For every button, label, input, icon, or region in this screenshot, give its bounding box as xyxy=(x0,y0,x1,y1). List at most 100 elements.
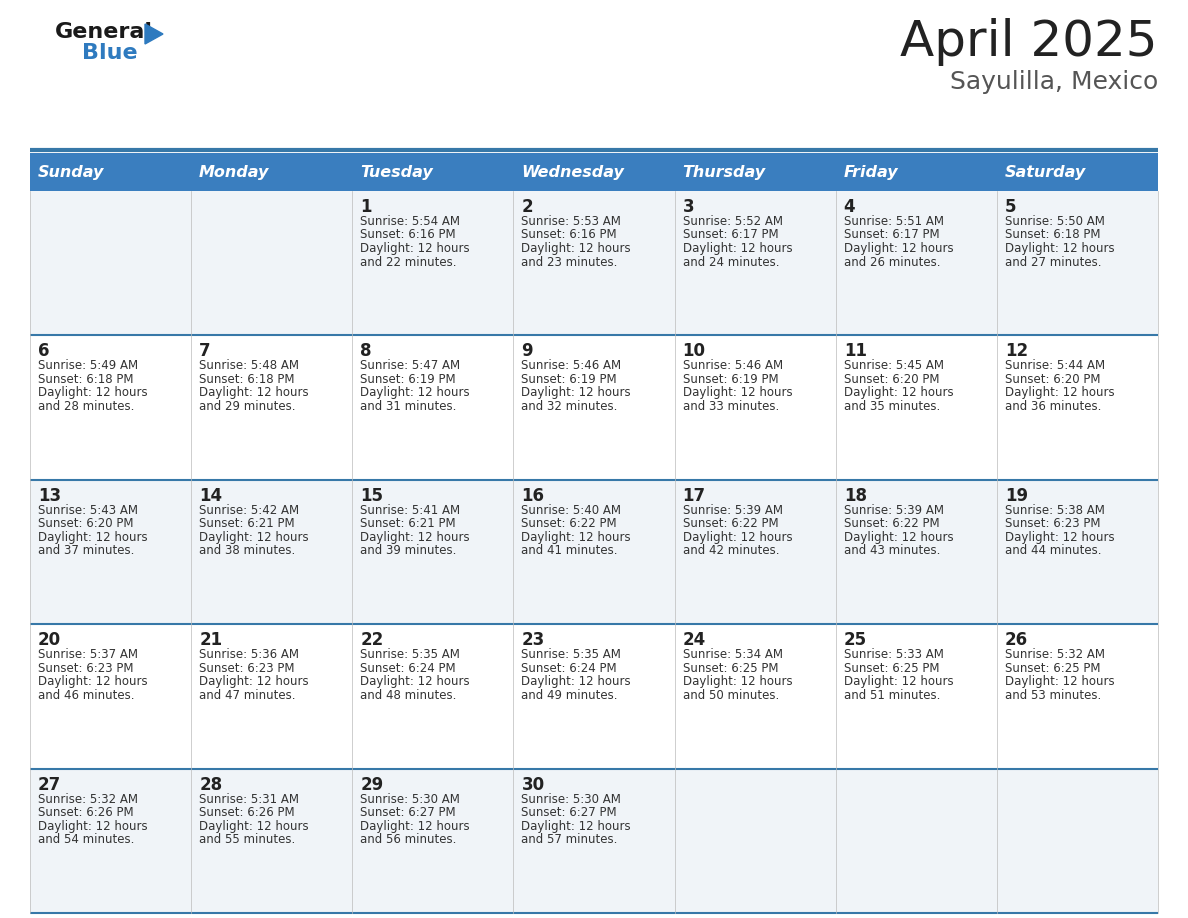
Text: Sunset: 6:18 PM: Sunset: 6:18 PM xyxy=(38,373,133,386)
Text: Sunrise: 5:32 AM: Sunrise: 5:32 AM xyxy=(38,792,138,806)
Text: 27: 27 xyxy=(38,776,62,793)
Text: 25: 25 xyxy=(843,632,867,649)
Bar xyxy=(353,335,513,480)
Text: Daylight: 12 hours: Daylight: 12 hours xyxy=(360,242,470,255)
Bar xyxy=(30,335,191,480)
Text: Sunset: 6:20 PM: Sunset: 6:20 PM xyxy=(1005,373,1100,386)
Bar xyxy=(353,191,513,335)
Bar xyxy=(513,153,675,191)
Bar xyxy=(191,768,353,913)
Bar xyxy=(513,335,675,480)
Text: Daylight: 12 hours: Daylight: 12 hours xyxy=(200,820,309,833)
Text: Daylight: 12 hours: Daylight: 12 hours xyxy=(522,820,631,833)
Text: and 35 minutes.: and 35 minutes. xyxy=(843,400,940,413)
Bar xyxy=(513,624,675,768)
Text: Blue: Blue xyxy=(82,43,138,63)
Text: 2: 2 xyxy=(522,198,533,216)
Text: Sunrise: 5:50 AM: Sunrise: 5:50 AM xyxy=(1005,215,1105,228)
Text: Friday: Friday xyxy=(843,164,898,180)
Bar xyxy=(997,768,1158,913)
Text: 9: 9 xyxy=(522,342,533,361)
Text: 16: 16 xyxy=(522,487,544,505)
Text: Sunrise: 5:43 AM: Sunrise: 5:43 AM xyxy=(38,504,138,517)
Text: Sunrise: 5:38 AM: Sunrise: 5:38 AM xyxy=(1005,504,1105,517)
Bar xyxy=(835,153,997,191)
Text: and 47 minutes.: and 47 minutes. xyxy=(200,688,296,701)
Text: Sunrise: 5:35 AM: Sunrise: 5:35 AM xyxy=(522,648,621,661)
Text: Sunset: 6:22 PM: Sunset: 6:22 PM xyxy=(843,518,940,531)
Text: Sunset: 6:24 PM: Sunset: 6:24 PM xyxy=(360,662,456,675)
Bar xyxy=(191,480,353,624)
Text: Sunrise: 5:42 AM: Sunrise: 5:42 AM xyxy=(200,504,299,517)
Text: Sunset: 6:26 PM: Sunset: 6:26 PM xyxy=(38,806,133,819)
Text: Daylight: 12 hours: Daylight: 12 hours xyxy=(360,820,470,833)
Text: and 46 minutes.: and 46 minutes. xyxy=(38,688,134,701)
Text: Daylight: 12 hours: Daylight: 12 hours xyxy=(360,676,470,688)
Bar xyxy=(675,624,835,768)
Bar xyxy=(997,335,1158,480)
Text: 28: 28 xyxy=(200,776,222,793)
Text: Daylight: 12 hours: Daylight: 12 hours xyxy=(683,242,792,255)
Bar xyxy=(353,624,513,768)
Text: and 54 minutes.: and 54 minutes. xyxy=(38,834,134,846)
Bar xyxy=(997,153,1158,191)
Text: 29: 29 xyxy=(360,776,384,793)
Text: Sunset: 6:22 PM: Sunset: 6:22 PM xyxy=(683,518,778,531)
Text: Sunrise: 5:40 AM: Sunrise: 5:40 AM xyxy=(522,504,621,517)
Text: and 31 minutes.: and 31 minutes. xyxy=(360,400,456,413)
Bar xyxy=(191,153,353,191)
Text: Sunrise: 5:39 AM: Sunrise: 5:39 AM xyxy=(683,504,783,517)
Text: Daylight: 12 hours: Daylight: 12 hours xyxy=(38,386,147,399)
Text: 21: 21 xyxy=(200,632,222,649)
Text: and 42 minutes.: and 42 minutes. xyxy=(683,544,779,557)
Text: 24: 24 xyxy=(683,632,706,649)
Text: 3: 3 xyxy=(683,198,694,216)
Text: Sunday: Sunday xyxy=(38,164,105,180)
Text: and 51 minutes.: and 51 minutes. xyxy=(843,688,940,701)
Text: 14: 14 xyxy=(200,487,222,505)
Text: Sunset: 6:17 PM: Sunset: 6:17 PM xyxy=(683,229,778,241)
Text: Sunset: 6:24 PM: Sunset: 6:24 PM xyxy=(522,662,617,675)
Bar xyxy=(513,191,675,335)
Text: and 44 minutes.: and 44 minutes. xyxy=(1005,544,1101,557)
Text: and 53 minutes.: and 53 minutes. xyxy=(1005,688,1101,701)
Text: Wednesday: Wednesday xyxy=(522,164,625,180)
Text: Daylight: 12 hours: Daylight: 12 hours xyxy=(360,386,470,399)
Text: Sunset: 6:23 PM: Sunset: 6:23 PM xyxy=(200,662,295,675)
Bar xyxy=(997,480,1158,624)
Text: 19: 19 xyxy=(1005,487,1028,505)
Bar xyxy=(513,480,675,624)
Bar xyxy=(675,768,835,913)
Text: and 57 minutes.: and 57 minutes. xyxy=(522,834,618,846)
Text: Sunrise: 5:39 AM: Sunrise: 5:39 AM xyxy=(843,504,943,517)
Text: Daylight: 12 hours: Daylight: 12 hours xyxy=(360,531,470,543)
Text: Sunrise: 5:33 AM: Sunrise: 5:33 AM xyxy=(843,648,943,661)
Text: 7: 7 xyxy=(200,342,210,361)
Text: and 23 minutes.: and 23 minutes. xyxy=(522,255,618,268)
Text: Daylight: 12 hours: Daylight: 12 hours xyxy=(1005,531,1114,543)
Bar xyxy=(835,768,997,913)
Bar xyxy=(353,480,513,624)
Text: Sunrise: 5:36 AM: Sunrise: 5:36 AM xyxy=(200,648,299,661)
Text: 6: 6 xyxy=(38,342,50,361)
Text: Sunrise: 5:32 AM: Sunrise: 5:32 AM xyxy=(1005,648,1105,661)
Text: Sunrise: 5:46 AM: Sunrise: 5:46 AM xyxy=(683,360,783,373)
Text: Daylight: 12 hours: Daylight: 12 hours xyxy=(1005,386,1114,399)
Text: Sunrise: 5:37 AM: Sunrise: 5:37 AM xyxy=(38,648,138,661)
Text: Sunrise: 5:48 AM: Sunrise: 5:48 AM xyxy=(200,360,299,373)
Text: and 32 minutes.: and 32 minutes. xyxy=(522,400,618,413)
Text: Sunset: 6:27 PM: Sunset: 6:27 PM xyxy=(360,806,456,819)
Text: Saturday: Saturday xyxy=(1005,164,1086,180)
Text: Sunset: 6:26 PM: Sunset: 6:26 PM xyxy=(200,806,295,819)
Text: 17: 17 xyxy=(683,487,706,505)
Text: Sunrise: 5:41 AM: Sunrise: 5:41 AM xyxy=(360,504,461,517)
Text: and 56 minutes.: and 56 minutes. xyxy=(360,834,456,846)
Text: Daylight: 12 hours: Daylight: 12 hours xyxy=(200,531,309,543)
Text: Monday: Monday xyxy=(200,164,270,180)
Text: Daylight: 12 hours: Daylight: 12 hours xyxy=(522,676,631,688)
Bar xyxy=(835,624,997,768)
Text: Sunset: 6:17 PM: Sunset: 6:17 PM xyxy=(843,229,940,241)
Text: 12: 12 xyxy=(1005,342,1028,361)
Text: Sunrise: 5:45 AM: Sunrise: 5:45 AM xyxy=(843,360,943,373)
Text: and 41 minutes.: and 41 minutes. xyxy=(522,544,618,557)
